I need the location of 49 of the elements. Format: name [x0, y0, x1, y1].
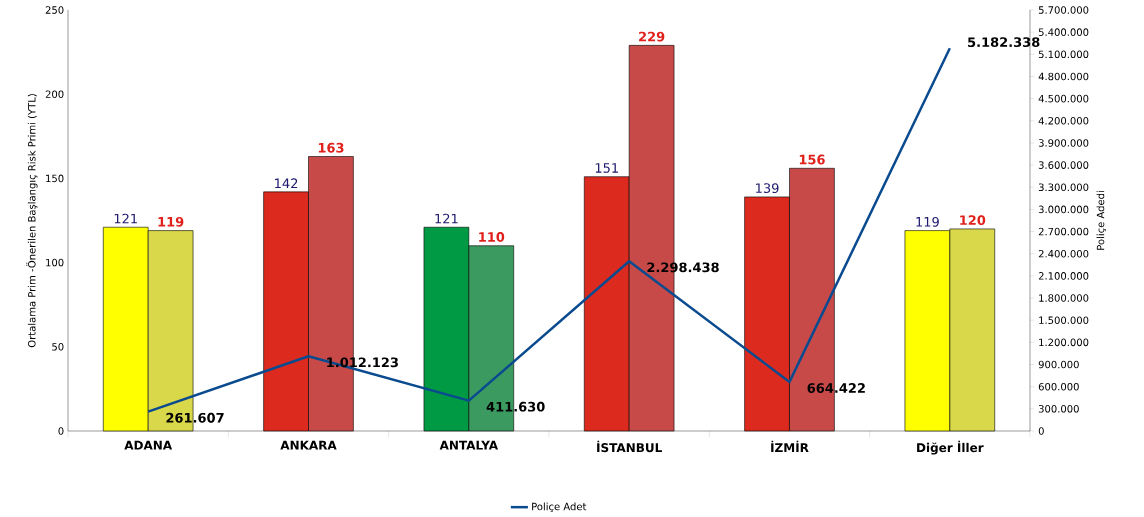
- x-tick-label: ADANA: [124, 440, 173, 450]
- data-label: 142: [275, 178, 298, 188]
- y2-tick-label: 3.600.000: [1038, 161, 1089, 169]
- y2-tick-label: 300.000: [1038, 405, 1079, 413]
- data-label: 119: [158, 216, 184, 227]
- data-label: 110: [479, 232, 505, 242]
- y-axis-title: Ortalama Prim -Önerilen Başlangıç Risk Primi (YTL): [26, 94, 38, 348]
- data-label: 151: [595, 163, 618, 173]
- y2-tick-label: 5.100.000: [1038, 50, 1089, 59]
- x-tick-label: İSTANBUL: [597, 440, 662, 453]
- y2-tick-label: 3.300.000: [1038, 183, 1089, 192]
- y-tick-label: 250: [45, 6, 64, 14]
- x-tick-label: ANKARA: [280, 440, 337, 450]
- y2-tick-label: 5.400.000: [1038, 28, 1089, 36]
- y-tick-label: 50: [52, 343, 64, 351]
- x-tick-label: ANTALYA: [439, 440, 499, 450]
- line-series: [146, 46, 952, 413]
- y-tick-label: 100: [46, 258, 64, 267]
- y2-tick-label: 2.100.000: [1038, 272, 1089, 280]
- data-label: 121: [435, 213, 458, 224]
- y2-tick-label: 4.500.000: [1038, 94, 1089, 103]
- y2-tick-label: 2.400.000: [1038, 249, 1089, 258]
- data-label: 121: [114, 213, 137, 224]
- y2-tick-label: 3.900.000: [1038, 139, 1089, 147]
- y2-tick-label: 1.500.000: [1039, 316, 1089, 324]
- data-label: 156: [799, 154, 825, 165]
- y2-tick-label: 4.200.000: [1038, 116, 1089, 125]
- data-label: 120: [960, 215, 986, 226]
- data-label: 5.182.338: [968, 37, 1040, 48]
- y2-tick-label: 600.000: [1038, 382, 1079, 391]
- legend-label: Poliçe Adet: [532, 502, 587, 513]
- data-label: 163: [318, 142, 344, 153]
- data-label: 139: [756, 183, 779, 194]
- y-tick-label: 0: [58, 427, 64, 435]
- y-tick-label: 200: [45, 90, 64, 98]
- x-tick-label: Diğer İller: [917, 440, 984, 455]
- y2-tick-label: 3.000.000: [1038, 205, 1089, 214]
- y2-tick-label: 1.200.000: [1039, 338, 1089, 347]
- y2-tick-label: 1.800.000: [1039, 294, 1089, 302]
- y2-tick-label: 2.700.000: [1038, 227, 1089, 236]
- y-tick-label: 150: [46, 174, 64, 183]
- y2-tick-label: 4.800.000: [1038, 72, 1089, 81]
- y2-tick-label: 900.000: [1038, 360, 1079, 369]
- y2-tick-label: 0: [1038, 427, 1044, 435]
- x-tick-label: İZMİR: [771, 440, 809, 452]
- data-label: 229: [639, 31, 665, 42]
- data-label: 119: [916, 216, 939, 227]
- y2-tick-label: 5.700.000: [1038, 6, 1089, 14]
- y2-axis-title: Poliçe Adedi: [1096, 191, 1107, 250]
